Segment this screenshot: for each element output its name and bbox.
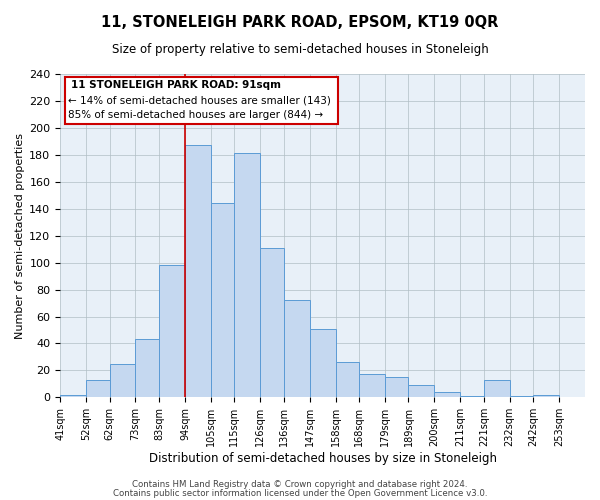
Bar xyxy=(185,146,211,398)
Bar xyxy=(409,385,434,398)
Bar xyxy=(434,392,460,398)
Text: Contains public sector information licensed under the Open Government Licence v3: Contains public sector information licen… xyxy=(113,490,487,498)
Bar xyxy=(385,377,409,398)
X-axis label: Distribution of semi-detached houses by size in Stoneleigh: Distribution of semi-detached houses by … xyxy=(149,452,497,465)
Text: Contains HM Land Registry data © Crown copyright and database right 2024.: Contains HM Land Registry data © Crown c… xyxy=(132,480,468,489)
Bar xyxy=(335,362,359,398)
Bar xyxy=(136,340,159,398)
Bar xyxy=(60,394,86,398)
Text: ← 14% of semi-detached houses are smaller (143): ← 14% of semi-detached houses are smalle… xyxy=(68,95,331,105)
Bar xyxy=(359,374,385,398)
Bar xyxy=(509,396,533,398)
Bar xyxy=(310,328,335,398)
Bar xyxy=(484,380,509,398)
Bar xyxy=(211,204,235,398)
Text: Size of property relative to semi-detached houses in Stoneleigh: Size of property relative to semi-detach… xyxy=(112,42,488,56)
FancyBboxPatch shape xyxy=(65,77,338,124)
Bar xyxy=(460,396,484,398)
Bar xyxy=(260,248,284,398)
Bar xyxy=(159,266,185,398)
Text: 11, STONELEIGH PARK ROAD, EPSOM, KT19 0QR: 11, STONELEIGH PARK ROAD, EPSOM, KT19 0Q… xyxy=(101,15,499,30)
Bar xyxy=(110,364,136,398)
Text: 85% of semi-detached houses are larger (844) →: 85% of semi-detached houses are larger (… xyxy=(68,110,323,120)
Bar xyxy=(235,154,260,398)
Text: 11 STONELEIGH PARK ROAD: 91sqm: 11 STONELEIGH PARK ROAD: 91sqm xyxy=(71,80,281,90)
Y-axis label: Number of semi-detached properties: Number of semi-detached properties xyxy=(15,132,25,338)
Bar xyxy=(284,300,310,398)
Bar xyxy=(86,380,110,398)
Bar xyxy=(533,394,559,398)
